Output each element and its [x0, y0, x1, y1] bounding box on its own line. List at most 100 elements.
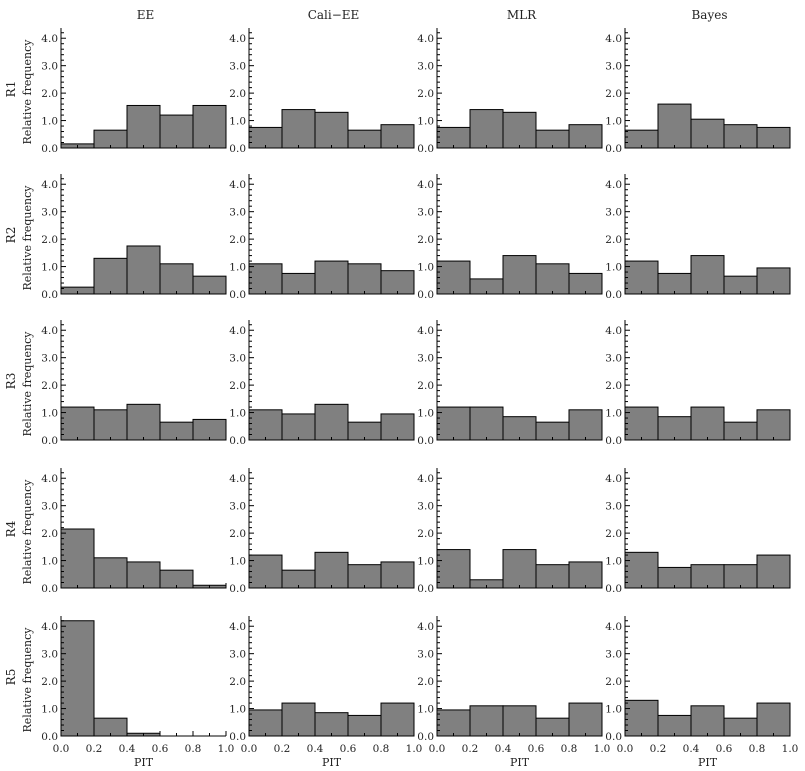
histogram-bar [690, 564, 725, 589]
x-tick-label: 0.8 [749, 743, 766, 755]
y-tick-label: 3.0 [41, 207, 58, 219]
x-axis-label: PIT [510, 756, 530, 769]
y-tick-label: 3.0 [229, 353, 246, 365]
histogram-bar [436, 709, 471, 737]
histogram-bar [126, 104, 161, 149]
y-tick-label: 3.0 [605, 61, 622, 73]
y-tick-label: 3.0 [41, 501, 58, 513]
y-tick-label: 2.0 [229, 380, 246, 392]
y-tick-label: 0.0 [417, 583, 434, 595]
histogram-bar [93, 257, 128, 295]
histogram-bar [756, 267, 791, 295]
y-tick-label: 3.0 [417, 649, 434, 661]
column-title: Cali−EE [308, 8, 360, 22]
x-tick-label: 0.6 [152, 743, 169, 755]
x-tick-label: 0.4 [495, 743, 512, 755]
histogram-bar [568, 561, 603, 589]
histogram-bar [93, 557, 128, 589]
y-tick-label: 2.0 [417, 528, 434, 540]
y-tick-label: 2.0 [417, 88, 434, 100]
y-tick-label: 3.0 [605, 649, 622, 661]
histogram-bar [436, 126, 471, 149]
x-tick-label: 0.8 [185, 743, 202, 755]
y-tick-label: 0.0 [229, 289, 246, 301]
histogram-bar [723, 124, 758, 149]
histogram-bar [347, 263, 382, 295]
y-tick-label: 0.0 [41, 289, 58, 301]
histogram-bar [568, 702, 603, 737]
y-tick-label: 4.0 [41, 325, 58, 337]
y-tick-label: 4.0 [417, 621, 434, 633]
y-tick-label: 3.0 [605, 501, 622, 513]
x-axis-label: PIT [698, 756, 718, 769]
histogram-bar [568, 409, 603, 441]
y-tick-label: 4.0 [605, 621, 622, 633]
row-label: R5 [4, 669, 18, 686]
histogram-bar [502, 111, 537, 149]
y-tick-label: 4.0 [605, 33, 622, 45]
y-tick-label: 1.0 [41, 262, 58, 274]
histogram-bar [568, 272, 603, 295]
y-tick-label: 0.0 [41, 435, 58, 447]
y-tick-label: 1.0 [41, 408, 58, 420]
y-tick-label: 2.0 [605, 676, 622, 688]
histogram-bar [756, 409, 791, 441]
histogram-bar [756, 126, 791, 149]
histogram-bar [380, 702, 415, 737]
histogram-bar [347, 714, 382, 737]
histogram-bar [60, 528, 95, 589]
histogram-bar [60, 406, 95, 441]
histogram-bar [502, 705, 537, 737]
histogram-bar [436, 406, 471, 441]
y-tick-label: 4.0 [229, 33, 246, 45]
histogram-bar [347, 564, 382, 589]
y-axis-label: Relative frequency [21, 627, 34, 733]
histogram-bar [126, 245, 161, 295]
y-tick-label: 0.0 [229, 435, 246, 447]
column-title: EE [137, 8, 155, 22]
y-tick-label: 0.0 [605, 435, 622, 447]
histogram-bar [126, 403, 161, 441]
y-tick-label: 1.0 [605, 408, 622, 420]
histogram-bar [657, 272, 692, 295]
histogram-bar [624, 260, 659, 295]
x-tick-label: 0.4 [307, 743, 324, 755]
column-title: MLR [507, 8, 537, 22]
histogram-bar [380, 124, 415, 149]
y-tick-label: 3.0 [417, 61, 434, 73]
y-tick-label: 1.0 [229, 116, 246, 128]
y-tick-label: 2.0 [417, 234, 434, 246]
y-tick-label: 4.0 [41, 179, 58, 191]
histogram-bar [690, 255, 725, 295]
histogram-bar [314, 403, 349, 441]
x-tick-label: 0.6 [716, 743, 733, 755]
x-tick-label: 0.6 [340, 743, 357, 755]
histogram-bar [756, 554, 791, 589]
y-tick-label: 3.0 [417, 501, 434, 513]
x-tick-label: 0.0 [617, 743, 634, 755]
y-axis-label: Relative frequency [21, 479, 34, 585]
y-tick-label: 4.0 [41, 473, 58, 485]
histogram-bar [380, 561, 415, 589]
x-tick-label: 0.2 [86, 743, 103, 755]
histogram-bar [568, 124, 603, 149]
histogram-bar [314, 712, 349, 737]
histogram-bar [126, 561, 161, 589]
histogram-bar [159, 114, 194, 149]
row-label: R4 [4, 520, 18, 537]
y-tick-label: 4.0 [417, 325, 434, 337]
histogram-bar [657, 416, 692, 441]
y-tick-label: 0.0 [41, 583, 58, 595]
x-tick-label: 0.2 [462, 743, 479, 755]
histogram-bar [192, 418, 227, 441]
histogram-bar [380, 270, 415, 295]
y-tick-label: 2.0 [229, 234, 246, 246]
y-tick-label: 2.0 [229, 528, 246, 540]
y-tick-label: 1.0 [41, 704, 58, 716]
x-axis-label: PIT [134, 756, 154, 769]
histogram-bar [469, 406, 504, 441]
y-tick-label: 0.0 [41, 731, 58, 743]
x-tick-label: 0.8 [561, 743, 578, 755]
y-tick-label: 0.0 [605, 583, 622, 595]
